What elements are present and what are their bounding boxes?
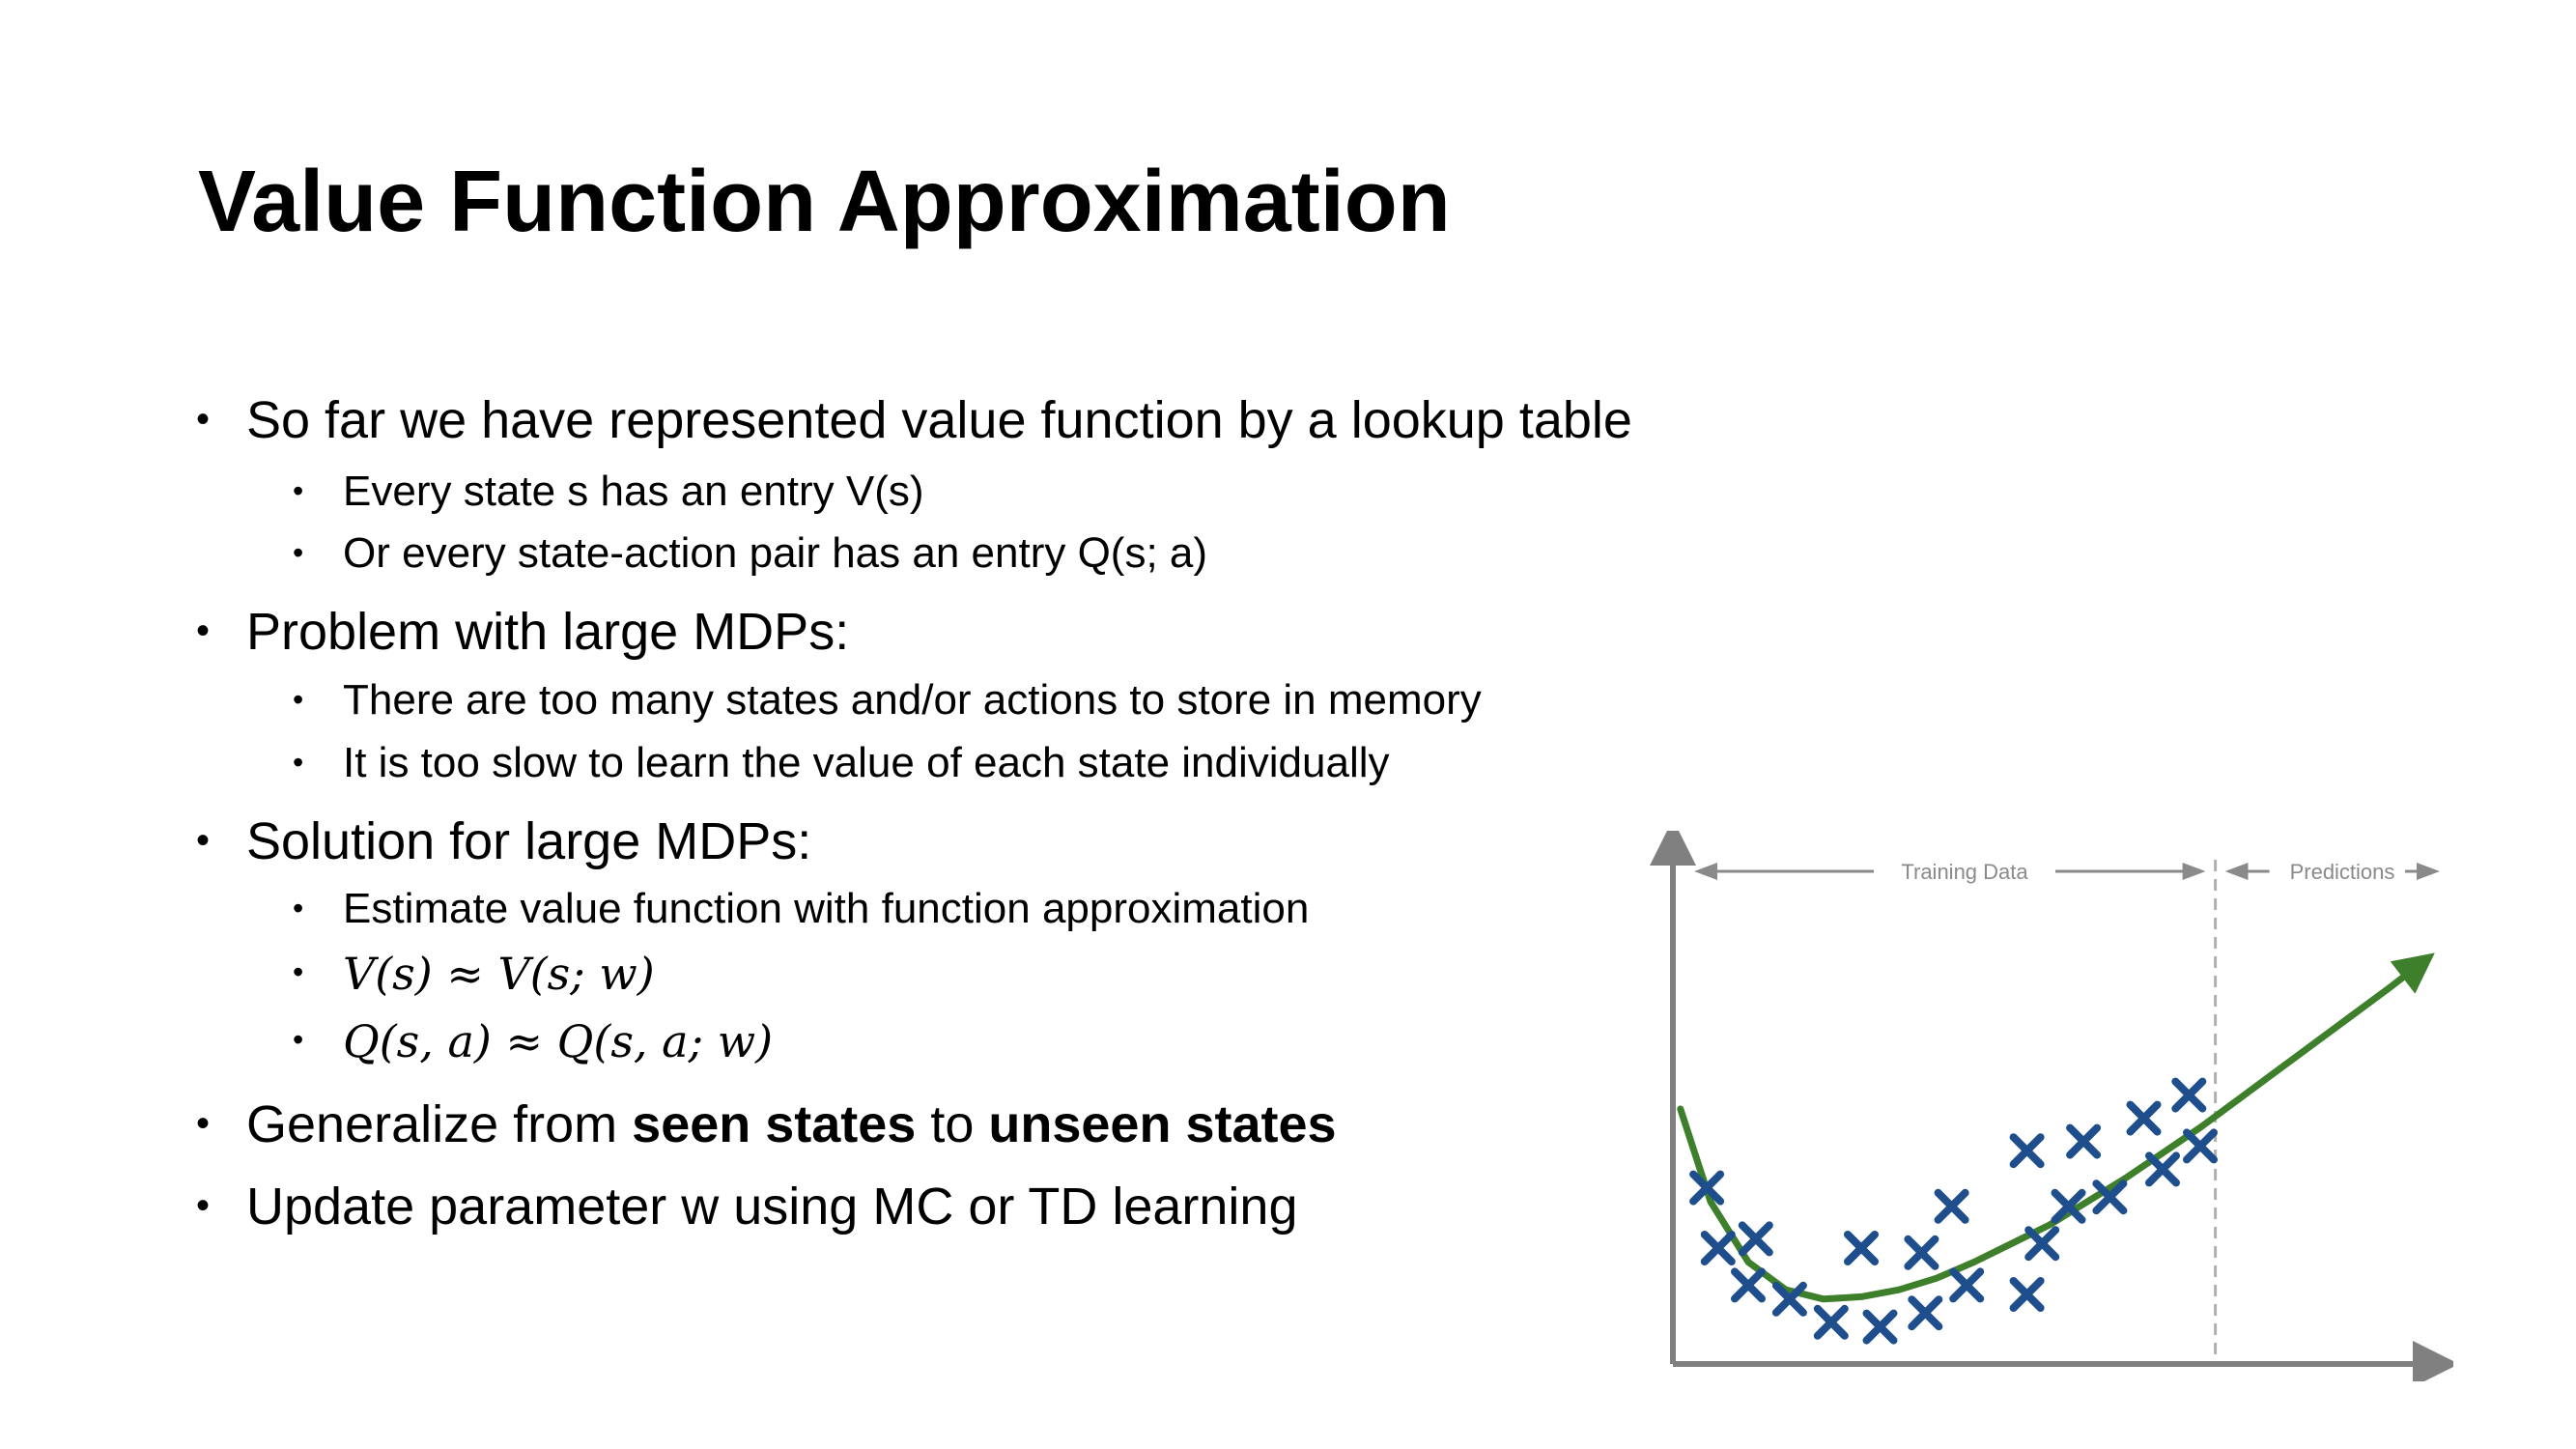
data-point [1934,1188,1969,1224]
text-bold-seen: seen states [632,1095,917,1153]
chart-svg: Training Data Predictions [1650,831,2453,1381]
bullet-text: Every state s has an entry V(s) [343,468,924,515]
text-run: Generalize from [246,1095,633,1153]
bullet-dot: • [293,682,304,717]
bullet-text: Generalize from seen states to unseen st… [246,1098,1337,1151]
data-point [1700,1231,1736,1265]
sub-bullet-state-action-entry: • Or every state-action pair has an entr… [293,529,1208,577]
data-point [1904,1235,1939,1270]
bullet-problem: • Problem with large MDPs: [196,603,850,661]
data-point [2145,1151,2180,1187]
data-point [1862,1309,1898,1345]
bullet-lookup-table: • So far we have represented value funct… [196,391,1632,449]
sub-bullet-state-entry: • Every state s has an entry V(s) [293,468,924,515]
data-point [1844,1231,1879,1265]
bullet-solution: • Solution for large MDPs: [196,812,812,870]
equation-v: V(s) ≈ V(s; w) [343,948,655,1000]
slide-title: Value Function Approximation [198,154,1451,250]
bullet-text: It is too slow to learn the value of eac… [343,739,1390,786]
sub-bullet-q-approx: • Q(s, a) ≈ Q(s, a; w) [293,1015,774,1067]
bullet-dot: • [196,1184,211,1227]
data-point [1771,1281,1807,1317]
data-point [2009,1133,2045,1169]
bullet-dot: • [196,819,211,862]
data-point [1949,1267,1985,1303]
bullet-text: Problem with large MDPs: [246,603,850,661]
sub-bullet-too-slow: • It is too slow to learn the value of e… [293,739,1390,786]
bullet-dot: • [293,1022,304,1057]
bullet-text: Update parameter w using MC or TD learni… [246,1178,1298,1236]
data-point [2092,1179,2128,1215]
data-point [2066,1123,2102,1159]
bullet-update-parameter: • Update parameter w using MC or TD lear… [196,1178,1298,1236]
text-run: to [916,1095,989,1153]
data-point [1689,1170,1725,1206]
data-point [2024,1226,2060,1262]
sub-bullet-estimate: • Estimate value function with function … [293,885,1310,932]
regression-chart: Training Data Predictions [1642,831,2453,1381]
bullet-dot: • [196,1102,211,1145]
bullet-dot: • [293,473,304,508]
text-bold-unseen: unseen states [988,1095,1337,1153]
bullet-generalize: • Generalize from seen states to unseen … [196,1098,1337,1151]
data-point [1813,1304,1849,1340]
bullet-dot: • [196,610,211,652]
data-point [1731,1267,1766,1303]
data-point [1908,1295,1943,1331]
bullet-list: • So far we have represented value funct… [196,0,1840,1449]
data-point [1738,1221,1773,1257]
bullet-dot: • [293,745,304,780]
training-data-label: Training Data [1901,860,2028,884]
bullet-text: There are too many states and/or actions… [343,676,1482,724]
data-point [2126,1100,2162,1136]
bullet-text: So far we have represented value functio… [246,391,1632,449]
data-point [2051,1188,2086,1224]
bullet-text: Estimate value function with function ap… [343,885,1310,932]
sub-bullet-v-approx: • V(s) ≈ V(s; w) [293,948,655,1000]
bullet-dot: • [293,535,304,570]
predictions-label: Predictions [2290,860,2395,884]
equation-q: Q(s, a) ≈ Q(s, a; w) [343,1015,774,1067]
data-point [2009,1277,2045,1312]
data-point [2171,1077,2207,1113]
sub-bullet-memory: • There are too many states and/or actio… [293,676,1482,724]
bullet-dot: • [293,954,304,989]
bullet-dot: • [196,398,211,440]
bullet-text: Or every state-action pair has an entry … [343,529,1208,577]
data-point [2183,1128,2218,1164]
bullet-text: Solution for large MDPs: [246,812,812,870]
bullet-dot: • [293,891,304,925]
